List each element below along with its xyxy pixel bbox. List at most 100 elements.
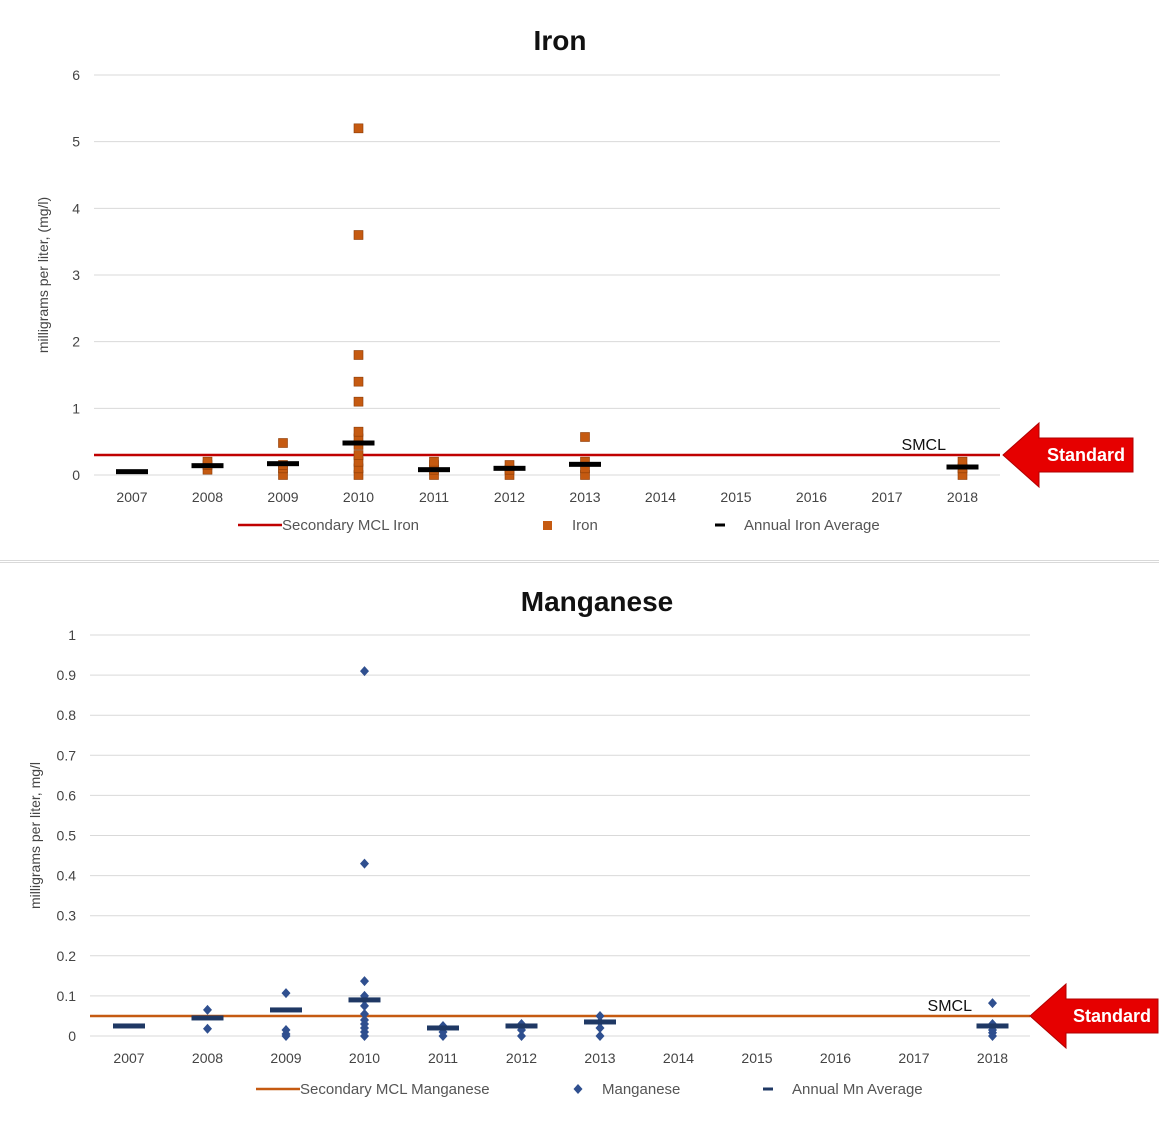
annual-average-mark <box>427 1025 459 1031</box>
iron-chart-panel: Iron 0 1 2 3 4 5 6 2007 2008 2009 2010 2011 2012 2013 2… <box>0 0 1159 561</box>
manganese-point <box>203 1004 212 1015</box>
x-tick-label: 2014 <box>645 489 676 505</box>
y-tick-label: 1 <box>72 400 80 416</box>
x-tick-label: 2010 <box>343 489 374 505</box>
manganese-point <box>281 1024 291 1035</box>
iron-point <box>353 396 364 407</box>
legend-iron-swatch <box>543 521 552 530</box>
standard-arrow <box>1029 982 1159 1050</box>
annual-average-mark <box>342 440 375 446</box>
iron-point <box>353 123 364 134</box>
x-tick-label: 2007 <box>113 1050 144 1066</box>
x-tick-label: 2008 <box>192 489 223 505</box>
legend-average-label: Annual Mn Average <box>792 1081 923 1098</box>
manganese-chart-panel: Manganese 0 0.1 0.2 0.3 0.4 0.5 0.6 0.7 0.8 0.9 1 20… <box>0 562 1159 1131</box>
annual-average-mark <box>116 469 148 475</box>
x-tick-label: 2010 <box>349 1050 380 1066</box>
chart-title: Manganese <box>521 586 674 617</box>
x-tick-label: 2018 <box>947 489 978 505</box>
y-tick-label: 0.2 <box>57 948 77 964</box>
y-tick-label: 0.8 <box>57 707 77 723</box>
manganese-point <box>360 1014 369 1025</box>
iron-point <box>353 376 364 387</box>
annual-average-mark <box>418 467 450 473</box>
manganese-point <box>517 1031 526 1041</box>
y-tick-label: 5 <box>72 134 80 150</box>
y-tick-label: 0.6 <box>57 787 77 803</box>
legend-standard-label: Secondary MCL Manganese <box>300 1081 490 1098</box>
x-tick-label: 2011 <box>428 1050 458 1066</box>
y-tick-label: 0.3 <box>57 908 77 924</box>
annual-average-mark <box>191 463 224 469</box>
manganese-point <box>360 990 369 1001</box>
y-tick-label: 0.4 <box>57 868 77 884</box>
iron-chart: Iron 0 1 2 3 4 5 6 2007 2008 2009 2010 2011 2012 2013 2… <box>35 25 1134 534</box>
iron-point <box>278 438 288 448</box>
x-tick-label: 2016 <box>820 1050 851 1066</box>
legend-standard-label: Secondary MCL Iron <box>282 517 419 534</box>
x-tick-label: 2015 <box>720 489 751 505</box>
y-axis-label: milligrams per liter, (mg/l) <box>35 197 51 353</box>
annual-average-mark <box>976 1023 1009 1029</box>
x-tick-label: 2013 <box>584 1050 615 1066</box>
x-tick-label: 2016 <box>796 489 827 505</box>
y-axis-label: milligrams per liter, mg/l <box>27 762 43 909</box>
x-tick-label: 2012 <box>494 489 525 505</box>
annual-average-mark <box>493 465 526 471</box>
x-tick-label: 2009 <box>267 489 298 505</box>
legend-series-label: Manganese <box>602 1081 680 1098</box>
y-tick-label: 0.7 <box>57 747 77 763</box>
manganese-point <box>360 1008 369 1019</box>
standard-arrow-label: Standard <box>1073 1006 1151 1026</box>
x-tick-label: 2017 <box>898 1050 929 1066</box>
standard-arrow-label: Standard <box>1047 445 1125 465</box>
x-tick-label: 2012 <box>506 1050 537 1066</box>
annual-average-mark <box>113 1023 145 1029</box>
manganese-point <box>595 1031 605 1041</box>
iron-point <box>429 456 439 467</box>
x-tick-label: 2018 <box>977 1050 1008 1066</box>
x-tick-label: 2007 <box>116 489 147 505</box>
iron-point <box>353 350 364 360</box>
y-tick-label: 0.9 <box>57 667 77 683</box>
annual-average-mark <box>191 1015 224 1021</box>
manganese-point <box>360 976 369 987</box>
y-tick-label: 0 <box>68 1028 76 1044</box>
legend-manganese-swatch <box>573 1084 583 1094</box>
y-tick-label: 6 <box>72 67 80 83</box>
y-tick-label: 3 <box>72 267 80 283</box>
annual-average-mark <box>946 464 979 470</box>
manganese-point <box>595 1010 605 1021</box>
annual-average-mark <box>505 1023 538 1029</box>
annual-average-mark <box>569 461 601 467</box>
manganese-point <box>988 998 997 1009</box>
y-tick-label: 1 <box>68 627 76 643</box>
y-tick-label: 0 <box>72 467 80 483</box>
y-tick-label: 0.1 <box>57 988 77 1004</box>
y-tick-label: 2 <box>72 334 80 350</box>
manganese-point <box>281 988 291 999</box>
annual-average-mark <box>270 1007 302 1013</box>
manganese-point <box>360 666 369 677</box>
manganese-point <box>360 858 369 869</box>
manganese-point <box>595 1022 605 1033</box>
annual-average-mark <box>267 461 299 467</box>
x-tick-label: 2015 <box>741 1050 772 1066</box>
legend-series-label: Iron <box>572 517 598 534</box>
iron-point <box>580 432 590 442</box>
iron-point <box>353 450 364 460</box>
annual-average-mark <box>584 1019 616 1025</box>
x-tick-label: 2017 <box>871 489 902 505</box>
x-tick-label: 2009 <box>270 1050 301 1066</box>
iron-point <box>353 230 364 240</box>
legend-average-swatch <box>715 523 725 527</box>
legend-average-label: Annual Iron Average <box>744 517 880 534</box>
standard-arrow <box>1002 421 1134 489</box>
chart-title: Iron <box>534 25 587 56</box>
manganese-chart: Manganese 0 0.1 0.2 0.3 0.4 0.5 0.6 0.7 0.8 0.9 1 20… <box>27 586 1159 1098</box>
y-tick-label: 0.5 <box>57 828 77 844</box>
iron-point <box>353 426 364 437</box>
smcl-label: SMCL <box>902 437 947 454</box>
x-tick-label: 2011 <box>419 489 449 505</box>
x-tick-label: 2014 <box>663 1050 694 1066</box>
